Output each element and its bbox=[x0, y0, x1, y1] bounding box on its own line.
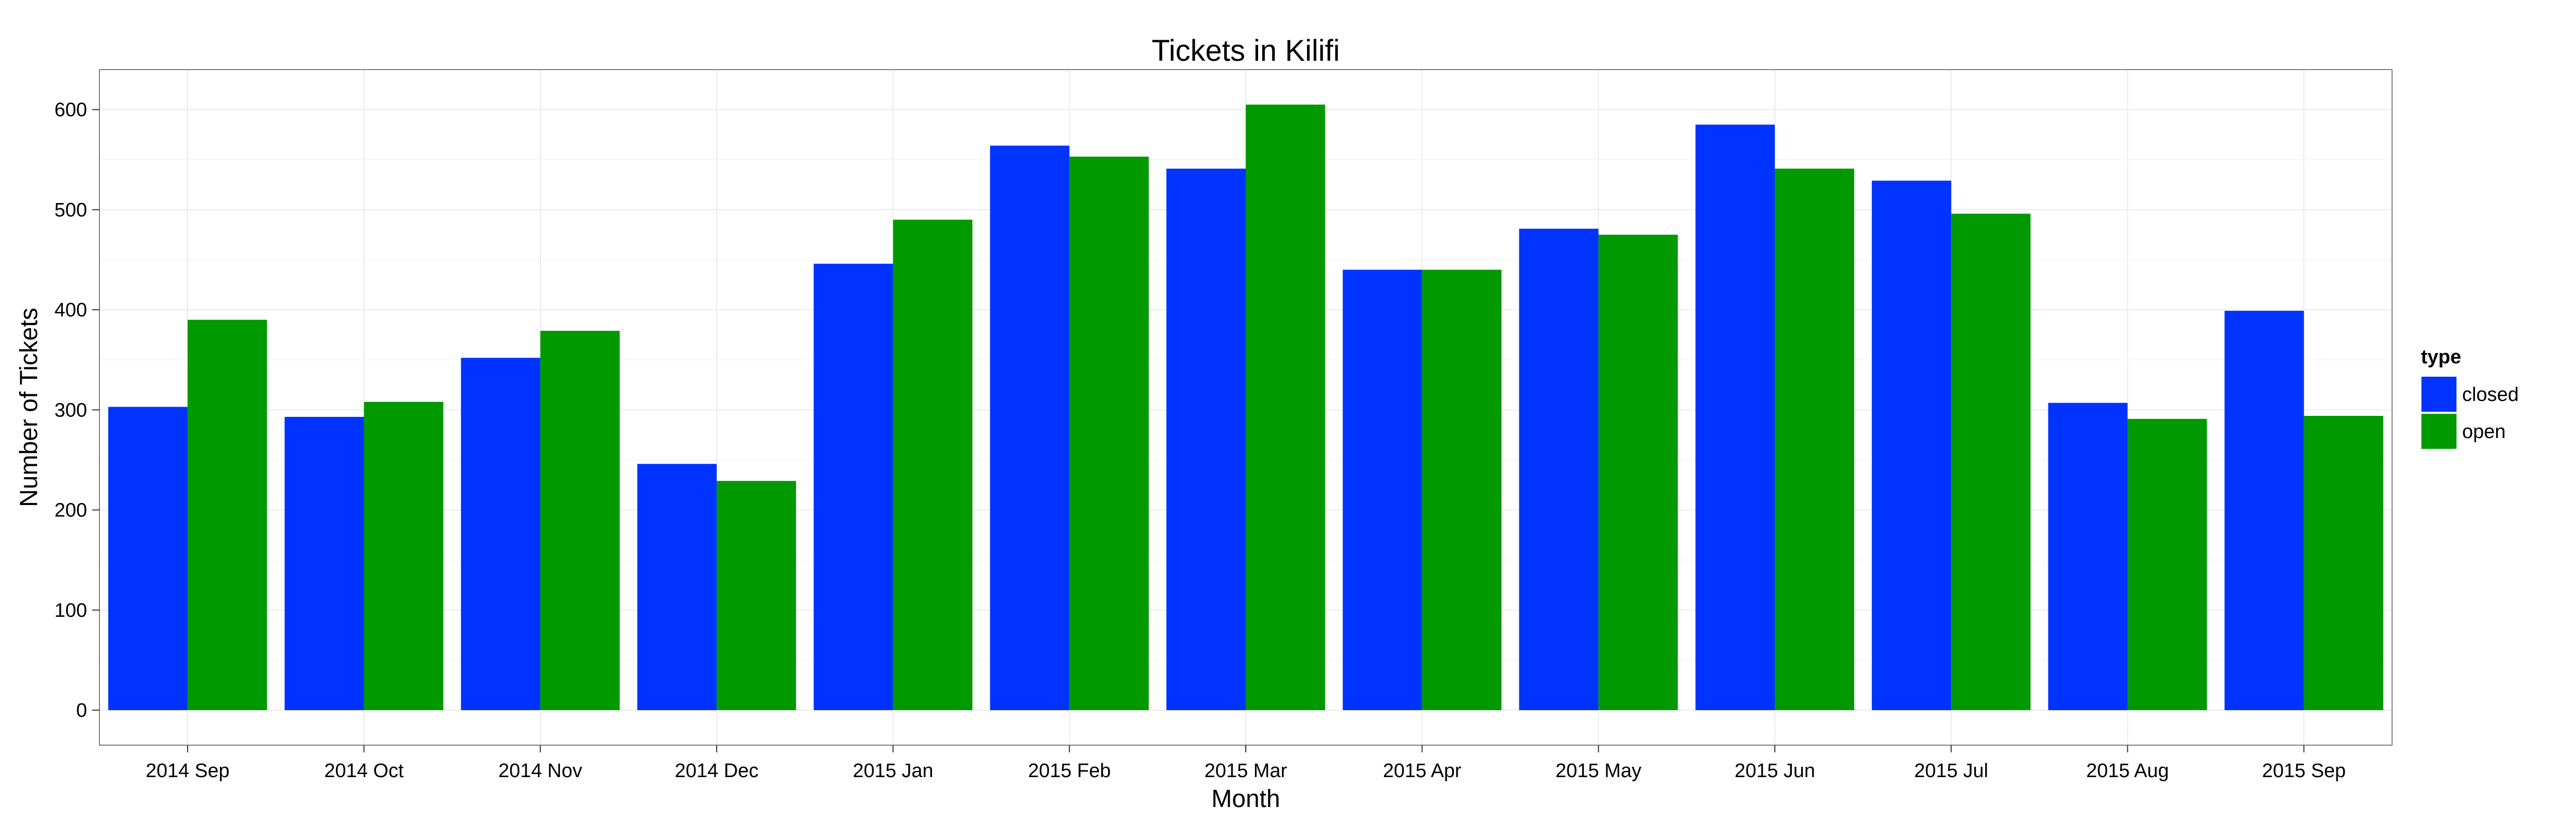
x-axis: 2014 Sep 2014 Oct 2014 Nov 2014 Dec 2015 Jan… bbox=[146, 745, 2346, 782]
bar-closed bbox=[2048, 402, 2128, 711]
legend: type closed open bbox=[2420, 346, 2519, 450]
bar-open bbox=[1951, 213, 2031, 711]
y-tick-label: 400 bbox=[55, 299, 87, 321]
legend-key-closed bbox=[2420, 376, 2458, 413]
bar-closed bbox=[990, 145, 1070, 711]
bar-closed bbox=[284, 416, 364, 711]
x-tick-label: 2014 Sep bbox=[146, 760, 230, 782]
x-tick-label: 2014 Oct bbox=[324, 760, 404, 782]
y-tick-label: 600 bbox=[55, 99, 87, 121]
x-tick-label: 2014 Nov bbox=[498, 760, 582, 782]
y-tick-label: 300 bbox=[55, 399, 87, 421]
bar-open bbox=[717, 481, 796, 711]
x-tick-label: 2015 Sep bbox=[2262, 760, 2346, 782]
bar-closed bbox=[1695, 124, 1775, 711]
y-axis: 0 100 200 300 400 500 600 bbox=[55, 99, 99, 721]
plot-panel bbox=[99, 69, 2393, 746]
y-tick-label: 0 bbox=[76, 700, 87, 721]
x-tick-label: 2015 Jul bbox=[1914, 760, 1988, 782]
bars bbox=[108, 104, 2383, 711]
y-axis-title: Number of Tickets bbox=[15, 308, 43, 507]
bar-open bbox=[1422, 270, 1502, 711]
x-tick-label: 2015 Mar bbox=[1205, 760, 1287, 782]
bar-open bbox=[1598, 234, 1678, 711]
bar-open bbox=[893, 220, 973, 711]
x-tick-label: 2015 Jun bbox=[1735, 760, 1815, 782]
bar-open bbox=[1246, 104, 1326, 711]
x-tick-label: 2014 Dec bbox=[675, 760, 759, 782]
x-tick-label: 2015 Feb bbox=[1028, 760, 1111, 782]
bar-closed bbox=[1519, 228, 1599, 711]
bar-open bbox=[1774, 169, 1854, 711]
legend-label-closed: closed bbox=[2462, 384, 2519, 406]
x-tick-label: 2015 Jan bbox=[853, 760, 933, 782]
bar-closed bbox=[2224, 311, 2304, 711]
bar-closed bbox=[108, 407, 188, 711]
bar-open bbox=[2303, 416, 2383, 711]
y-tick-label: 500 bbox=[55, 199, 87, 221]
x-tick-label: 2015 Aug bbox=[2086, 760, 2169, 782]
bar-closed bbox=[1166, 169, 1246, 711]
legend-key-open bbox=[2420, 413, 2458, 450]
y-tick-label: 200 bbox=[55, 500, 87, 522]
bar-open bbox=[1069, 156, 1149, 711]
x-tick-label: 2015 Apr bbox=[1383, 760, 1461, 782]
y-tick-label: 100 bbox=[55, 600, 87, 621]
bar-closed bbox=[461, 358, 540, 711]
chart-title: Tickets in Kilifi bbox=[1151, 34, 1340, 68]
legend-label-open: open bbox=[2462, 421, 2506, 443]
bar-closed bbox=[1872, 180, 1952, 711]
x-tick-label: 2015 May bbox=[1555, 760, 1641, 782]
bar-open bbox=[540, 330, 620, 711]
bar-open bbox=[364, 401, 444, 711]
bar-open bbox=[188, 319, 267, 711]
bar-closed bbox=[637, 464, 717, 711]
bar-closed bbox=[814, 263, 893, 711]
legend-title: type bbox=[2421, 346, 2461, 368]
bar-open bbox=[2127, 418, 2207, 711]
bar-closed bbox=[1343, 270, 1422, 711]
x-axis-title: Month bbox=[1211, 785, 1280, 813]
